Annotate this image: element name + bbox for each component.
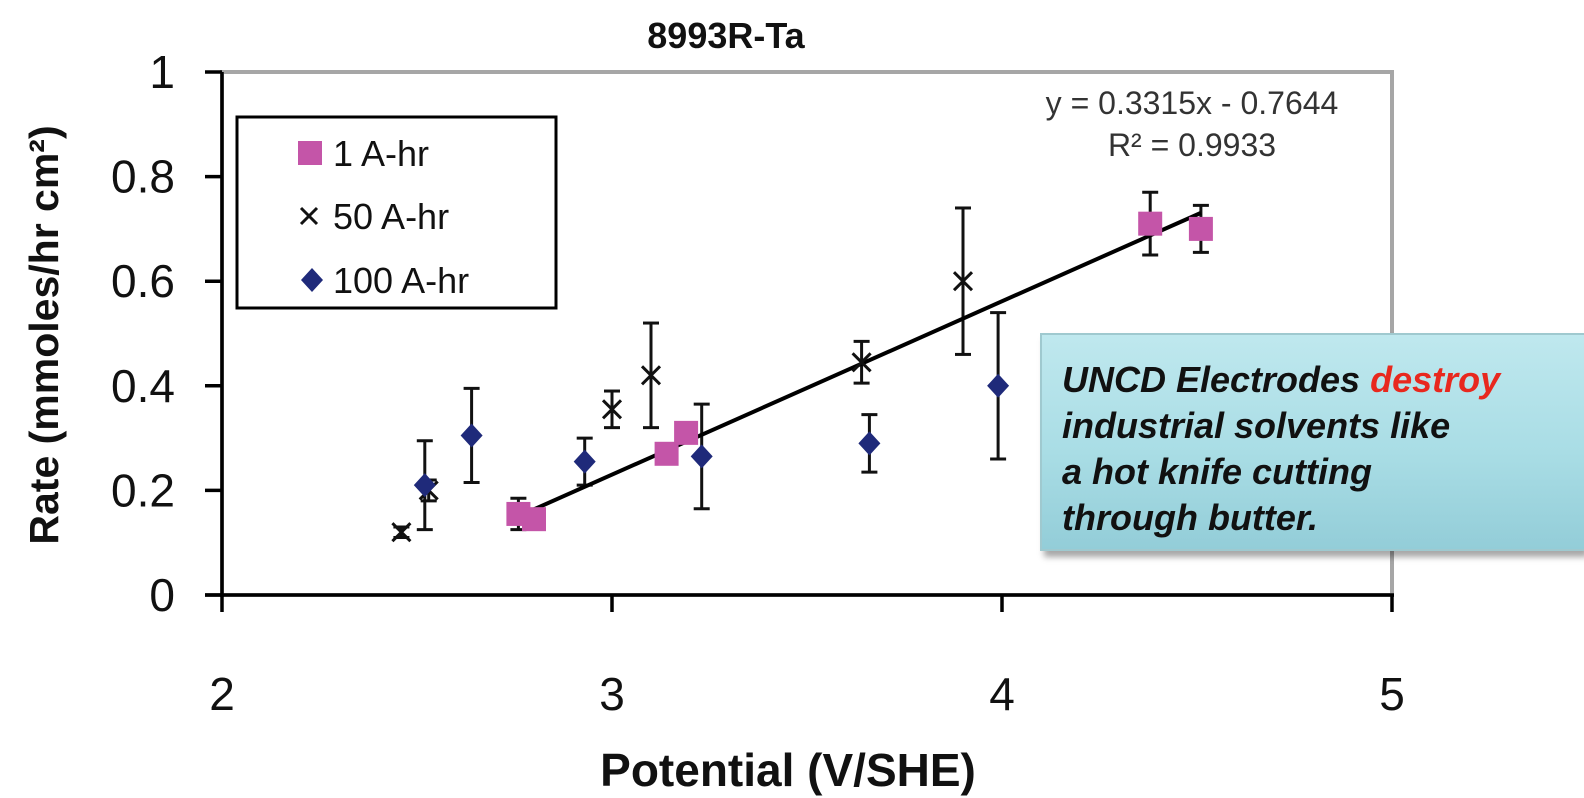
trendline-r-squared: R² = 0.9933	[1108, 127, 1276, 163]
chart-title: 8993R-Ta	[647, 15, 805, 56]
y-tick-label: 0.6	[111, 255, 175, 307]
data-point-1-a-hr	[522, 507, 546, 532]
annotation-line-2: industrial solvents like	[1062, 405, 1451, 446]
trendline-equation: y = 0.3315x - 0.7644	[1046, 85, 1339, 121]
legend-box	[235, 115, 558, 310]
annotation-line-1-text: UNCD Electrodes	[1062, 359, 1371, 400]
legend-marker-100-a-hr	[301, 268, 323, 292]
data-point-50-a-hr	[601, 399, 623, 420]
data-point-50-a-hr	[391, 522, 412, 543]
data-markers	[391, 211, 1213, 543]
x-tick-label: 3	[599, 668, 625, 720]
data-point-50-a-hr	[851, 352, 872, 373]
data-point-100-a-hr	[858, 431, 881, 456]
data-point-100-a-hr	[413, 473, 436, 498]
legend-label-50-a-hr: 50 A-hr	[333, 196, 449, 237]
legend: 1 A-hr 50 A-hr 100 A-hr	[235, 115, 558, 310]
data-point-1-a-hr	[674, 420, 699, 445]
y-tick-label: 0.4	[111, 360, 175, 412]
data-point-1-a-hr	[1138, 211, 1163, 236]
annotation-highlight-word: destroy	[1370, 359, 1501, 400]
data-point-100-a-hr	[460, 423, 483, 448]
y-tick-label: 1	[149, 46, 175, 98]
legend-label-100-a-hr: 100 A-hr	[333, 260, 469, 301]
y-tick-label: 0.2	[111, 464, 175, 516]
axis-ticks: 0 0.2 0.4 0.6 0.8 1 2 3 4 5	[111, 46, 1405, 720]
x-tick-label: 5	[1379, 668, 1405, 720]
x-tick-label: 4	[989, 668, 1015, 720]
y-tick-label: 0	[149, 569, 175, 621]
legend-marker-1-a-hr	[298, 141, 322, 165]
legend-marker-50-a-hr	[299, 206, 319, 226]
legend-label-1-a-hr: 1 A-hr	[333, 133, 429, 174]
data-point-100-a-hr	[987, 373, 1010, 398]
annotation-callout: UNCD Electrodes destroy industrial solve…	[1040, 333, 1584, 551]
x-tick-label: 2	[209, 668, 235, 720]
y-axis-title: Rate (mmoles/hr cm²)	[21, 125, 67, 544]
data-point-100-a-hr	[573, 449, 596, 474]
annotation-line-4: through butter.	[1062, 497, 1318, 538]
data-point-1-a-hr	[1188, 216, 1213, 241]
x-axis-title: Potential (V/SHE)	[600, 744, 976, 796]
y-axis-title-group: Rate (mmoles/hr cm²)	[21, 125, 67, 544]
data-point-1-a-hr	[654, 441, 679, 466]
annotation-line-3: a hot knife cutting	[1062, 451, 1372, 492]
data-point-50-a-hr	[952, 271, 974, 292]
data-point-50-a-hr	[640, 365, 662, 386]
data-point-100-a-hr	[690, 444, 713, 469]
annotation-line-1: UNCD Electrodes destroy	[1062, 357, 1584, 403]
y-tick-label: 0.8	[111, 151, 175, 203]
